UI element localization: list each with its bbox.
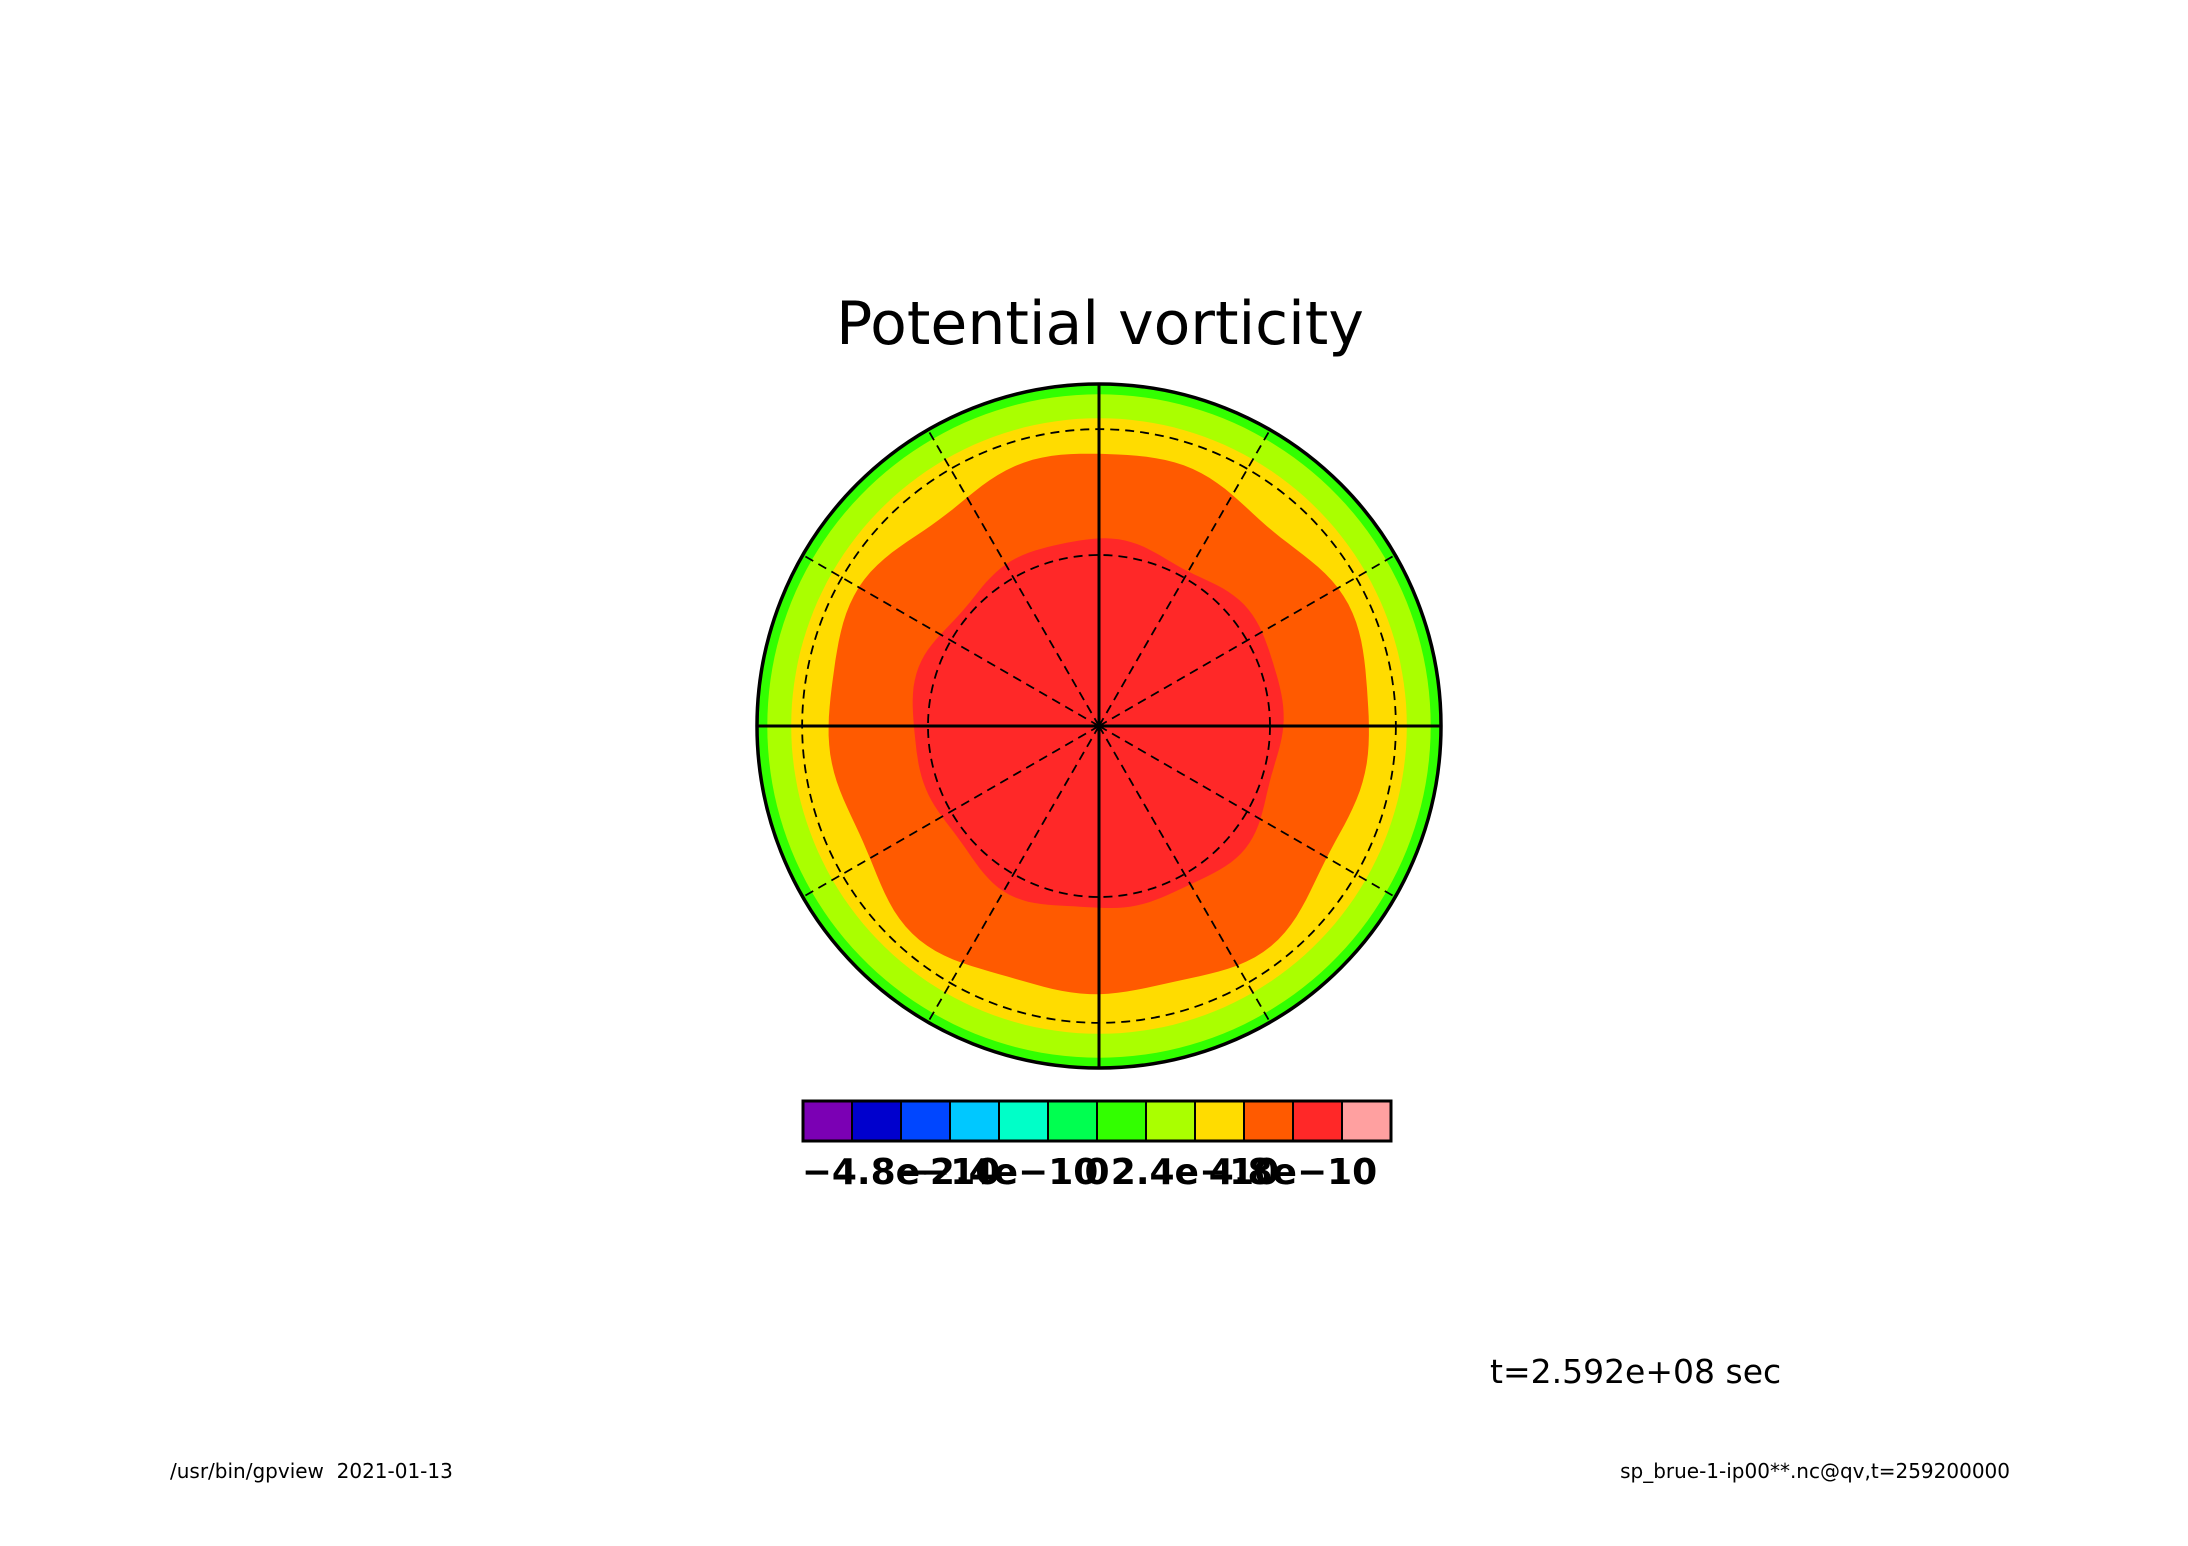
colorbar-tick-label: −4.8e−10 <box>802 1152 1001 1193</box>
chart-title: Potential vorticity <box>836 289 1364 359</box>
meridian-30 <box>1098 725 1396 898</box>
colorbar-cell-11 <box>1341 1100 1392 1142</box>
colorbar-frame <box>801 1099 1393 1143</box>
colorbar-cell-1 <box>851 1100 902 1142</box>
meridian-210 <box>802 554 1100 727</box>
colorbar-tick-label: 2.4e−10 <box>1111 1152 1279 1193</box>
footer-left: /usr/bin/gpview 2021-01-13 <box>170 1459 453 1483</box>
colorbar-tick-label: 0 <box>1084 1152 1109 1193</box>
colorbar-cell-7 <box>1145 1100 1196 1142</box>
meridian-330 <box>1098 554 1396 727</box>
colorbar-cell-5 <box>1047 1100 1098 1142</box>
meridian-60 <box>1098 725 1271 1023</box>
colorbar-cell-10 <box>1292 1100 1343 1142</box>
colorbar-tick-labels: −4.8e−10−2.4e−100 2.4e−104.8e−10 <box>802 1152 1378 1193</box>
meridian-150 <box>802 725 1100 898</box>
meridian-240 <box>927 429 1100 727</box>
colorbar-cell-6 <box>1096 1100 1147 1142</box>
time-label: t=2.592e+08 sec <box>1490 1352 1781 1391</box>
colorbar-tick-label: 4.8e−10 <box>1209 1152 1377 1193</box>
colorbar-cell-4 <box>998 1100 1049 1142</box>
colorbar-cell-0 <box>802 1100 853 1142</box>
colorbar-cell-8 <box>1194 1100 1245 1142</box>
colorbar-cell-3 <box>949 1100 1000 1142</box>
colorbar-cell-9 <box>1243 1100 1294 1142</box>
colorbar <box>801 1099 1393 1143</box>
map-boundary <box>755 382 1443 1070</box>
colorbar-tick-label: −2.4e−10 <box>900 1152 1099 1193</box>
map-grid <box>757 384 1441 1068</box>
footer-right: sp_brue-1-ip00**.nc@qv,t=259200000 <box>1620 1459 2010 1483</box>
meridian-300 <box>1098 429 1271 727</box>
colorbar-cell-2 <box>900 1100 951 1142</box>
meridian-120 <box>927 725 1100 1023</box>
